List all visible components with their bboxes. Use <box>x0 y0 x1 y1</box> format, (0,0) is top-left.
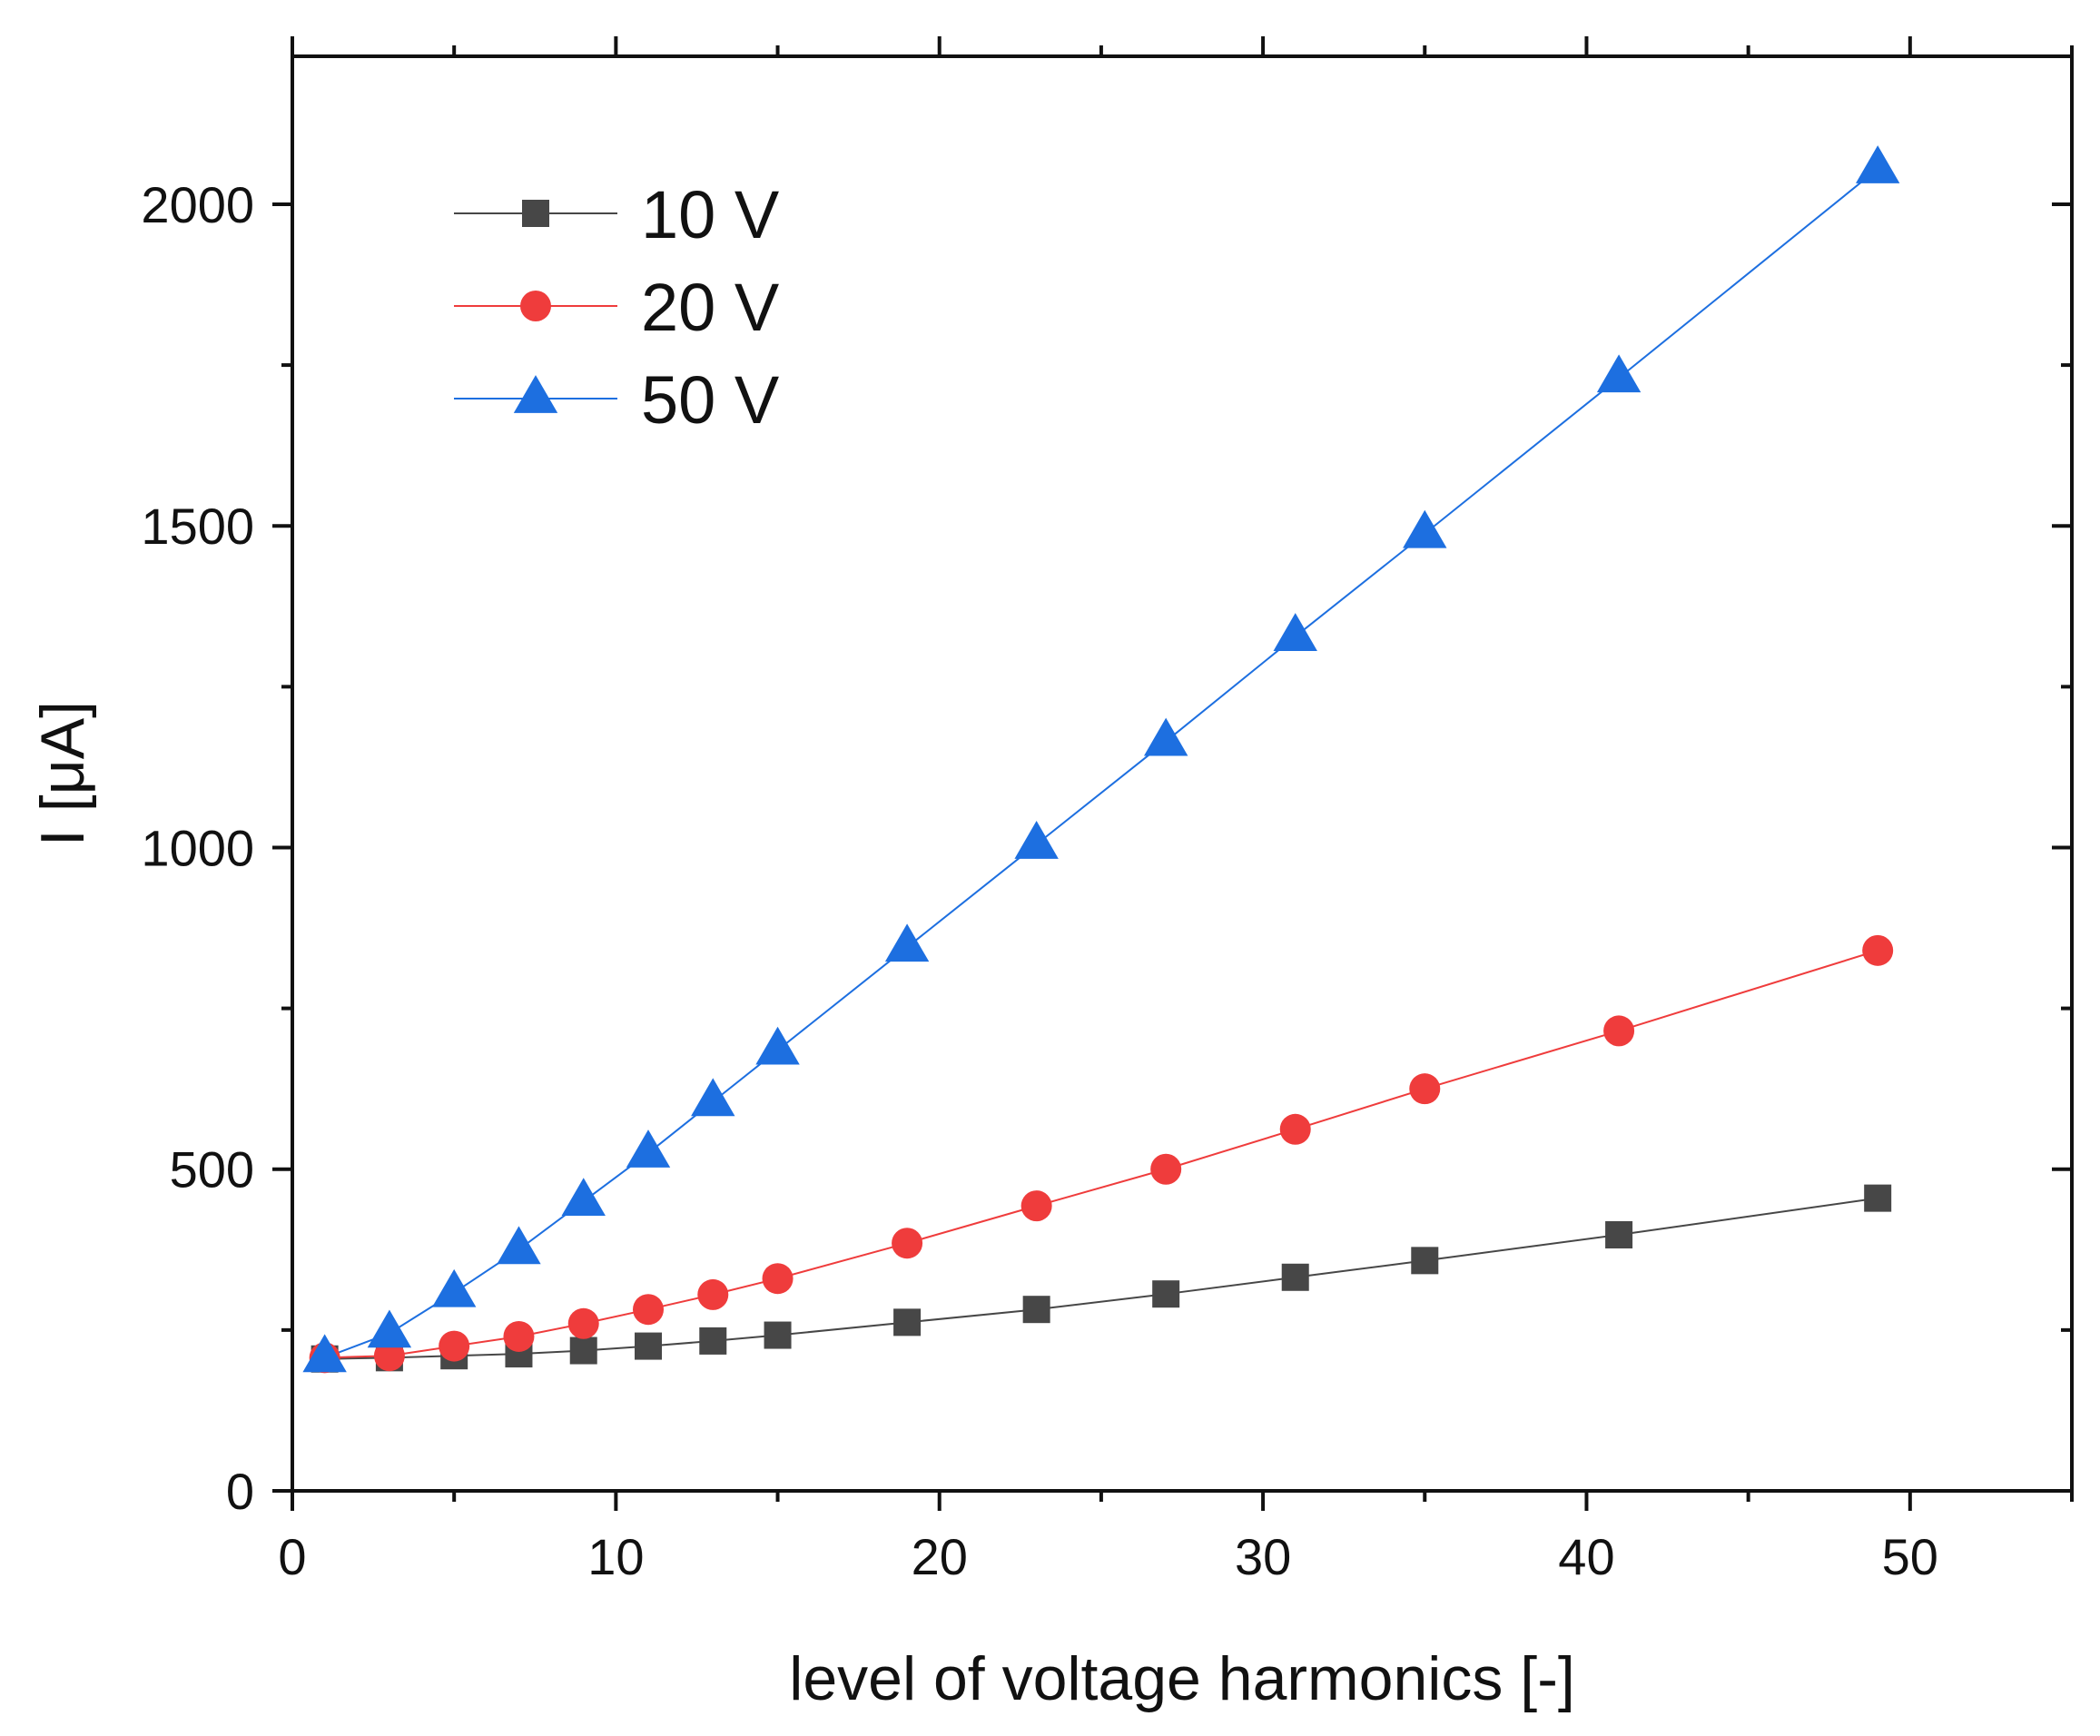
y-tick-label: 1000 <box>141 819 254 876</box>
data-point-1 <box>1409 1073 1441 1105</box>
data-point-1 <box>503 1320 535 1352</box>
y-tick-label: 1500 <box>141 498 254 555</box>
data-point-0 <box>1022 1296 1050 1324</box>
data-point-0 <box>1152 1280 1180 1308</box>
legend-label: 10 V <box>641 177 780 252</box>
legend-label: 20 V <box>641 270 780 345</box>
data-point-1 <box>697 1278 729 1310</box>
data-point-1 <box>439 1330 470 1362</box>
y-tick-label: 2000 <box>141 176 254 233</box>
data-point-0 <box>893 1308 922 1337</box>
data-point-1 <box>567 1307 599 1339</box>
data-point-2 <box>1403 509 1447 548</box>
data-point-2 <box>367 1309 412 1348</box>
legend-label: 50 V <box>641 362 780 438</box>
data-point-1 <box>762 1263 794 1295</box>
x-axis-title: level of voltage harmonics [-] <box>789 1644 1575 1713</box>
data-point-2 <box>497 1226 541 1265</box>
x-tick-label: 10 <box>587 1528 644 1585</box>
y-axis-title: I [μA] <box>28 701 97 846</box>
data-point-2 <box>431 1268 477 1307</box>
data-point-1 <box>1279 1113 1311 1145</box>
data-point-0 <box>764 1321 792 1349</box>
data-point-2 <box>1014 821 1059 859</box>
data-point-0 <box>635 1332 662 1360</box>
x-tick-label: 0 <box>278 1528 306 1585</box>
data-point-0 <box>1605 1221 1633 1249</box>
data-point-0 <box>699 1327 727 1355</box>
data-point-1 <box>633 1294 664 1326</box>
legend-marker-1 <box>520 291 551 321</box>
data-point-2 <box>691 1078 735 1117</box>
data-point-0 <box>1411 1247 1439 1275</box>
data-point-2 <box>1596 354 1642 393</box>
x-tick-label: 20 <box>912 1528 968 1585</box>
x-tick-label: 30 <box>1235 1528 1291 1585</box>
legend-marker-2 <box>513 375 558 413</box>
data-point-2 <box>1273 613 1317 651</box>
data-point-0 <box>1281 1263 1309 1291</box>
data-point-1 <box>892 1228 923 1259</box>
data-point-2 <box>626 1129 671 1168</box>
data-point-2 <box>561 1178 606 1217</box>
data-point-2 <box>1855 145 1900 183</box>
data-point-1 <box>1020 1190 1052 1222</box>
series-line-0 <box>324 1197 1878 1360</box>
legend-marker-0 <box>522 200 549 227</box>
series-line-2 <box>324 168 1878 1359</box>
x-tick-label: 50 <box>1882 1528 1938 1585</box>
x-tick-label: 40 <box>1558 1528 1614 1585</box>
plot-frame <box>291 54 2074 1493</box>
y-tick-label: 0 <box>226 1463 254 1520</box>
data-point-1 <box>1150 1153 1182 1185</box>
series-line-1 <box>324 949 1878 1359</box>
y-tick-label: 500 <box>170 1141 254 1198</box>
data-point-0 <box>1864 1184 1892 1212</box>
data-point-1 <box>373 1340 405 1372</box>
data-point-0 <box>569 1337 597 1365</box>
data-point-2 <box>302 1334 347 1373</box>
data-point-2 <box>884 923 930 962</box>
data-point-2 <box>1143 717 1188 756</box>
data-point-1 <box>1603 1015 1635 1047</box>
data-point-1 <box>1862 934 1894 966</box>
data-point-2 <box>755 1026 800 1065</box>
